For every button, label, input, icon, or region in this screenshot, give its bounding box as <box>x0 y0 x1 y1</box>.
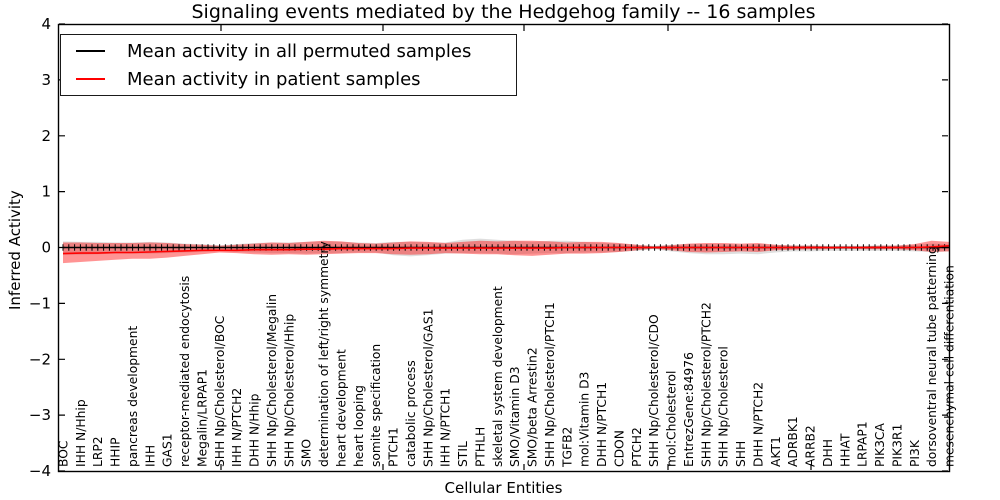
mean-activity-in-patient-samples <box>62 245 950 255</box>
x-category-label: LRP2 <box>91 436 105 467</box>
x-category-label: catabolic process <box>404 360 418 467</box>
x-category-label: skeletal system development <box>491 286 505 467</box>
y-tick-label: −3 <box>29 406 51 424</box>
x-category-label: heart development <box>335 349 349 467</box>
x-category-label: DHH <box>821 439 835 467</box>
y-tick-label: −4 <box>29 462 51 480</box>
x-category-label: DHH N/PTCH2 <box>751 382 765 467</box>
x-category-label: BOC <box>57 441 71 468</box>
x-category-label: AKT1 <box>769 436 783 467</box>
x-category-label: DHH N/Hhip <box>248 393 262 467</box>
x-category-label: PTCH1 <box>387 427 401 467</box>
y-tick-label: 3 <box>41 71 51 89</box>
legend-line-sample-red <box>76 78 105 80</box>
x-category-label: HHIP <box>109 437 123 467</box>
x-category-label: SHH Np/Cholesterol <box>717 346 731 467</box>
x-category-label: Megalin/LRPAP1 <box>196 369 210 467</box>
x-category-label: CDON <box>612 430 626 467</box>
x-category-label: IHH N/PTCH2 <box>230 388 244 467</box>
x-category-label: determination of left/right symmetry <box>317 241 331 467</box>
x-category-label: dorsoventral neural tube patterning <box>925 246 939 467</box>
x-category-label: pancreas development <box>126 326 140 467</box>
y-tick-label: −1 <box>29 294 51 312</box>
x-category-label: SHH Np/Cholesterol/CDO <box>647 314 661 467</box>
legend-item-patient: Mean activity in patient samples <box>61 65 516 93</box>
x-category-label: SMO <box>300 439 314 467</box>
x-category-label: IHH N/PTCH1 <box>439 388 453 467</box>
y-tick-label: 1 <box>41 183 51 201</box>
patient-samples-activity-band <box>63 240 949 264</box>
x-category-label: DHH N/PTCH1 <box>595 382 609 467</box>
x-axis-label: Cellular Entities <box>444 479 563 497</box>
x-category-label: mol:Cholesterol <box>665 371 679 467</box>
y-tick-label: 0 <box>41 239 51 257</box>
x-category-label: SHH Np/Cholesterol/PTCH1 <box>543 302 557 467</box>
x-category-label: STIL <box>456 441 470 467</box>
x-category-label: SMO/Vitamin D3 <box>508 366 522 467</box>
x-category-label: SHH Np/Cholesterol/PTCH2 <box>699 302 713 467</box>
x-category-label: SMO/beta Arrestin2 <box>526 347 540 467</box>
x-category-label: PI3K <box>908 439 922 467</box>
x-category-label: SHH <box>734 441 748 467</box>
chart-title: Signaling events mediated by the Hedgeho… <box>191 1 816 23</box>
x-category-label: SHH Np/Cholesterol/GAS1 <box>421 309 435 467</box>
x-category-label: GAS1 <box>161 433 175 467</box>
x-category-label: IHH N/Hhip <box>74 399 88 467</box>
x-category-label: somite specification <box>369 344 383 467</box>
x-category-label: mesenchymal cell differentiation <box>943 265 957 467</box>
y-tick-label: 4 <box>41 15 51 33</box>
x-category-label: LRPAP1 <box>856 421 870 467</box>
x-category-label: PIK3R1 <box>890 424 904 467</box>
x-tick-marks <box>220 25 812 470</box>
x-category-label: SHH Np/Cholesterol/Megalin <box>265 294 279 467</box>
legend-label: Mean activity in patient samples <box>127 68 421 90</box>
x-category-label: SHH Np/Cholesterol/Hhip <box>282 314 296 467</box>
legend: Mean activity in all permuted samples Me… <box>60 34 517 96</box>
y-tick-label: 2 <box>41 127 51 145</box>
y-tick-label: −2 <box>29 350 51 368</box>
legend-line-sample-black <box>76 50 105 52</box>
x-category-label: PIK3CA <box>873 422 887 467</box>
x-category-label: ARRB2 <box>804 425 818 467</box>
x-category-label: PTHLH <box>473 427 487 467</box>
x-category-label: HHAT <box>838 433 852 467</box>
x-category-label: receptor-mediated endocytosis <box>178 276 192 467</box>
x-category-label: EntrezGene:84976 <box>682 352 696 467</box>
x-category-label: mol:Vitamin D3 <box>578 372 592 467</box>
x-category-label: TGFB2 <box>560 427 574 468</box>
x-category-label: IHH <box>143 445 157 467</box>
axes-frame <box>57 23 951 473</box>
legend-label: Mean activity in all permuted samples <box>127 40 472 62</box>
x-category-label: PTCH2 <box>630 427 644 467</box>
legend-item-permuted: Mean activity in all permuted samples <box>61 37 516 65</box>
x-category-label: SHH Np/Cholesterol/BOC <box>213 316 227 467</box>
x-category-label: ADRBK1 <box>786 416 800 467</box>
x-category-label: heart looping <box>352 385 366 467</box>
